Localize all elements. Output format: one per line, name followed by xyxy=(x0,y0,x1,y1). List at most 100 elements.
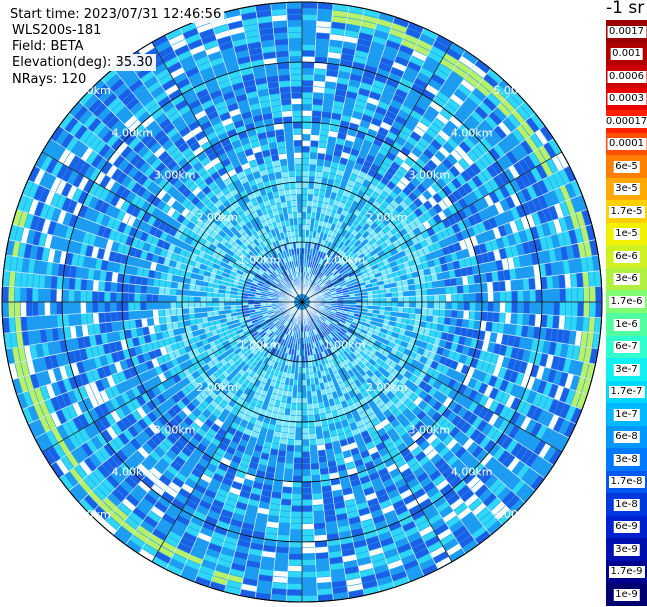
range-bin xyxy=(570,180,582,197)
range-bin xyxy=(421,288,428,296)
range-bin xyxy=(442,434,454,446)
range-bin xyxy=(487,69,502,84)
range-bin xyxy=(332,107,343,115)
range-bin xyxy=(328,314,335,319)
range-bin xyxy=(279,516,291,524)
range-bin xyxy=(336,427,345,435)
range-bin xyxy=(110,312,118,323)
range-bin xyxy=(393,156,404,166)
range-bin xyxy=(327,460,337,468)
range-bin xyxy=(348,516,361,525)
range-bin xyxy=(537,209,547,224)
range-bin xyxy=(497,103,511,117)
range-bin xyxy=(92,312,100,324)
range-bin xyxy=(323,436,332,444)
range-bin xyxy=(321,253,327,260)
range-bin xyxy=(385,302,392,307)
range-bin xyxy=(302,427,309,434)
range-bin xyxy=(430,437,442,449)
range-bin xyxy=(406,136,418,147)
range-bin xyxy=(481,168,493,181)
range-bin xyxy=(501,333,509,346)
range-bin xyxy=(334,452,344,460)
range-bin xyxy=(493,377,504,390)
range-bin xyxy=(435,556,452,569)
range-bin xyxy=(417,194,428,204)
range-bin xyxy=(548,398,560,414)
range-bin xyxy=(530,133,543,149)
range-bin xyxy=(188,302,195,308)
range-bin xyxy=(336,309,343,313)
range-bin xyxy=(564,315,572,330)
range-bin xyxy=(310,323,314,330)
range-bin xyxy=(528,350,537,364)
range-bin xyxy=(452,189,463,201)
range-bin xyxy=(583,286,590,302)
range-bin xyxy=(400,489,413,500)
range-bin xyxy=(379,190,389,200)
range-bin xyxy=(8,302,15,318)
range-bin xyxy=(341,548,356,557)
range-bin xyxy=(403,196,413,206)
range-bin xyxy=(394,399,404,409)
range-bin xyxy=(293,134,302,141)
range-bin xyxy=(315,286,321,291)
range-bin xyxy=(302,523,314,530)
range-bin xyxy=(530,474,545,491)
range-bin xyxy=(467,178,478,191)
range-bin xyxy=(351,254,358,261)
range-bin xyxy=(548,449,562,465)
range-bin xyxy=(324,509,336,517)
range-bin xyxy=(583,302,590,317)
range-bin xyxy=(422,403,433,414)
range-bin xyxy=(456,318,463,327)
range-bin xyxy=(315,32,330,40)
range-bin xyxy=(330,22,346,30)
range-bin xyxy=(400,385,409,394)
range-bin xyxy=(122,292,129,302)
range-bin xyxy=(326,63,340,71)
range-bin xyxy=(324,291,330,295)
range-bin xyxy=(511,290,518,302)
range-bin xyxy=(508,425,520,439)
range-bin xyxy=(351,229,359,237)
range-bin xyxy=(50,276,58,290)
range-bin xyxy=(370,431,380,441)
range-bin xyxy=(577,302,584,317)
range-bin xyxy=(586,332,594,348)
range-bin xyxy=(323,268,329,274)
range-bin xyxy=(338,201,346,209)
range-bin xyxy=(326,249,332,256)
range-bin xyxy=(104,291,111,302)
range-bin xyxy=(548,383,559,399)
range-bin xyxy=(486,363,496,375)
range-bin xyxy=(425,274,432,283)
range-bin xyxy=(395,505,408,516)
range-bin xyxy=(543,381,553,397)
range-bin xyxy=(466,265,474,276)
range-bin xyxy=(62,314,70,328)
range-bin xyxy=(110,292,117,302)
range-bin xyxy=(436,501,450,513)
range-bin xyxy=(373,362,381,370)
range-bin xyxy=(375,570,391,580)
range-bin xyxy=(365,188,374,197)
range-bin xyxy=(470,235,479,247)
range-bin xyxy=(364,242,372,250)
range-bin xyxy=(302,116,312,123)
range-bin xyxy=(80,313,88,326)
range-bin xyxy=(329,556,344,564)
range-bin xyxy=(411,431,423,442)
range-bin xyxy=(483,181,494,194)
range-bin xyxy=(307,409,314,416)
range-bin xyxy=(339,438,349,447)
range-bin xyxy=(377,493,390,503)
range-bin xyxy=(435,330,443,339)
range-bin xyxy=(476,171,488,185)
range-bin xyxy=(360,269,368,276)
range-bin xyxy=(389,447,400,458)
range-bin xyxy=(346,248,353,256)
range-bin xyxy=(520,101,535,117)
range-bin xyxy=(407,152,419,162)
range-bin xyxy=(445,471,459,484)
